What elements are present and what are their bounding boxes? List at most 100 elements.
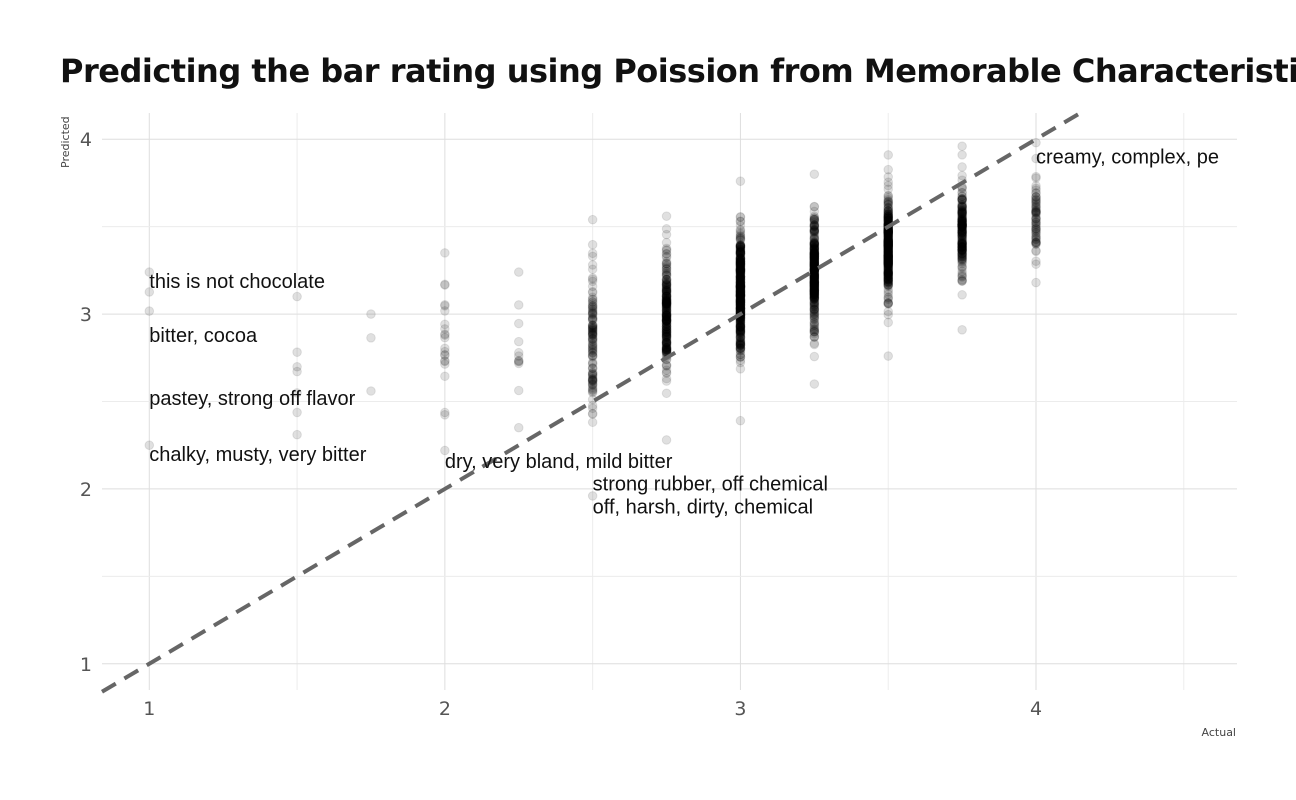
data-point bbox=[735, 240, 746, 250]
data-point bbox=[809, 273, 820, 284]
data-point bbox=[661, 297, 672, 308]
data-point bbox=[809, 240, 820, 250]
data-point bbox=[809, 226, 820, 236]
data-point bbox=[809, 328, 820, 339]
data-point bbox=[809, 245, 820, 256]
data-point bbox=[809, 338, 820, 349]
data-point bbox=[587, 308, 598, 319]
data-point bbox=[661, 327, 672, 337]
data-point bbox=[661, 275, 672, 285]
data-point bbox=[883, 237, 894, 248]
data-point bbox=[809, 266, 820, 276]
data-point bbox=[735, 290, 746, 301]
data-point bbox=[735, 241, 746, 252]
data-point bbox=[735, 283, 746, 294]
data-point bbox=[440, 371, 450, 382]
data-point bbox=[809, 276, 820, 287]
data-point bbox=[587, 309, 598, 319]
data-point bbox=[661, 337, 672, 347]
data-point bbox=[661, 316, 672, 326]
data-point bbox=[735, 301, 746, 312]
data-point bbox=[735, 224, 746, 235]
data-point bbox=[809, 285, 820, 296]
data-point bbox=[809, 283, 820, 294]
data-point bbox=[587, 400, 598, 411]
data-point bbox=[661, 321, 672, 332]
data-point bbox=[366, 333, 376, 343]
data-point bbox=[735, 290, 746, 301]
data-point bbox=[809, 214, 820, 225]
data-point bbox=[735, 246, 746, 257]
data-point bbox=[735, 317, 746, 328]
data-point bbox=[883, 236, 894, 247]
data-point bbox=[883, 245, 894, 256]
data-point bbox=[809, 307, 820, 318]
data-point bbox=[735, 281, 746, 291]
data-point bbox=[1031, 259, 1041, 269]
annotation-label: dry, very bland, mild bitter bbox=[445, 451, 673, 473]
data-point bbox=[809, 324, 820, 335]
data-point bbox=[661, 305, 672, 315]
data-point bbox=[661, 376, 672, 386]
data-point bbox=[587, 375, 598, 385]
data-point bbox=[809, 292, 820, 303]
data-point bbox=[735, 299, 746, 310]
data-point bbox=[809, 248, 820, 258]
data-point bbox=[661, 333, 672, 343]
data-point bbox=[809, 234, 820, 245]
data-point bbox=[809, 282, 820, 293]
data-point bbox=[661, 341, 672, 351]
data-point bbox=[661, 303, 672, 313]
data-point bbox=[735, 352, 746, 362]
data-point bbox=[661, 305, 672, 316]
data-point bbox=[883, 245, 894, 255]
data-point bbox=[735, 266, 746, 276]
data-point bbox=[661, 298, 672, 308]
data-point bbox=[735, 256, 746, 267]
data-point bbox=[809, 242, 820, 253]
data-point bbox=[809, 287, 820, 298]
data-point bbox=[735, 290, 746, 300]
data-point bbox=[661, 278, 672, 288]
data-point bbox=[735, 333, 746, 343]
data-point bbox=[440, 324, 450, 334]
data-point bbox=[809, 246, 820, 257]
data-point bbox=[957, 225, 967, 236]
data-point bbox=[809, 292, 820, 303]
data-point bbox=[809, 252, 820, 262]
data-point bbox=[809, 280, 820, 291]
data-point bbox=[809, 294, 820, 304]
data-point bbox=[735, 317, 746, 328]
data-point bbox=[661, 295, 672, 306]
data-point bbox=[809, 248, 820, 259]
data-point bbox=[587, 369, 598, 379]
data-point bbox=[661, 302, 672, 313]
data-point bbox=[735, 273, 746, 283]
data-point bbox=[661, 305, 672, 315]
data-point bbox=[440, 329, 450, 339]
data-point bbox=[809, 285, 820, 296]
data-point bbox=[735, 261, 746, 272]
data-point bbox=[957, 325, 967, 335]
data-point bbox=[809, 258, 820, 269]
data-point bbox=[809, 292, 820, 302]
data-point bbox=[587, 378, 598, 389]
data-point bbox=[735, 293, 746, 303]
data-point bbox=[809, 268, 820, 279]
data-point bbox=[735, 320, 746, 331]
data-point bbox=[735, 301, 746, 312]
data-point bbox=[809, 293, 820, 304]
data-point bbox=[735, 289, 746, 299]
data-point bbox=[809, 285, 820, 295]
data-point bbox=[661, 307, 672, 318]
data-point bbox=[587, 325, 598, 336]
data-point bbox=[735, 415, 746, 426]
data-point bbox=[735, 296, 746, 307]
data-point bbox=[661, 305, 672, 315]
data-point bbox=[440, 301, 450, 311]
data-point bbox=[587, 300, 598, 311]
data-point bbox=[587, 276, 598, 287]
data-point bbox=[735, 271, 746, 281]
data-point bbox=[661, 312, 672, 323]
data-point bbox=[809, 239, 820, 249]
